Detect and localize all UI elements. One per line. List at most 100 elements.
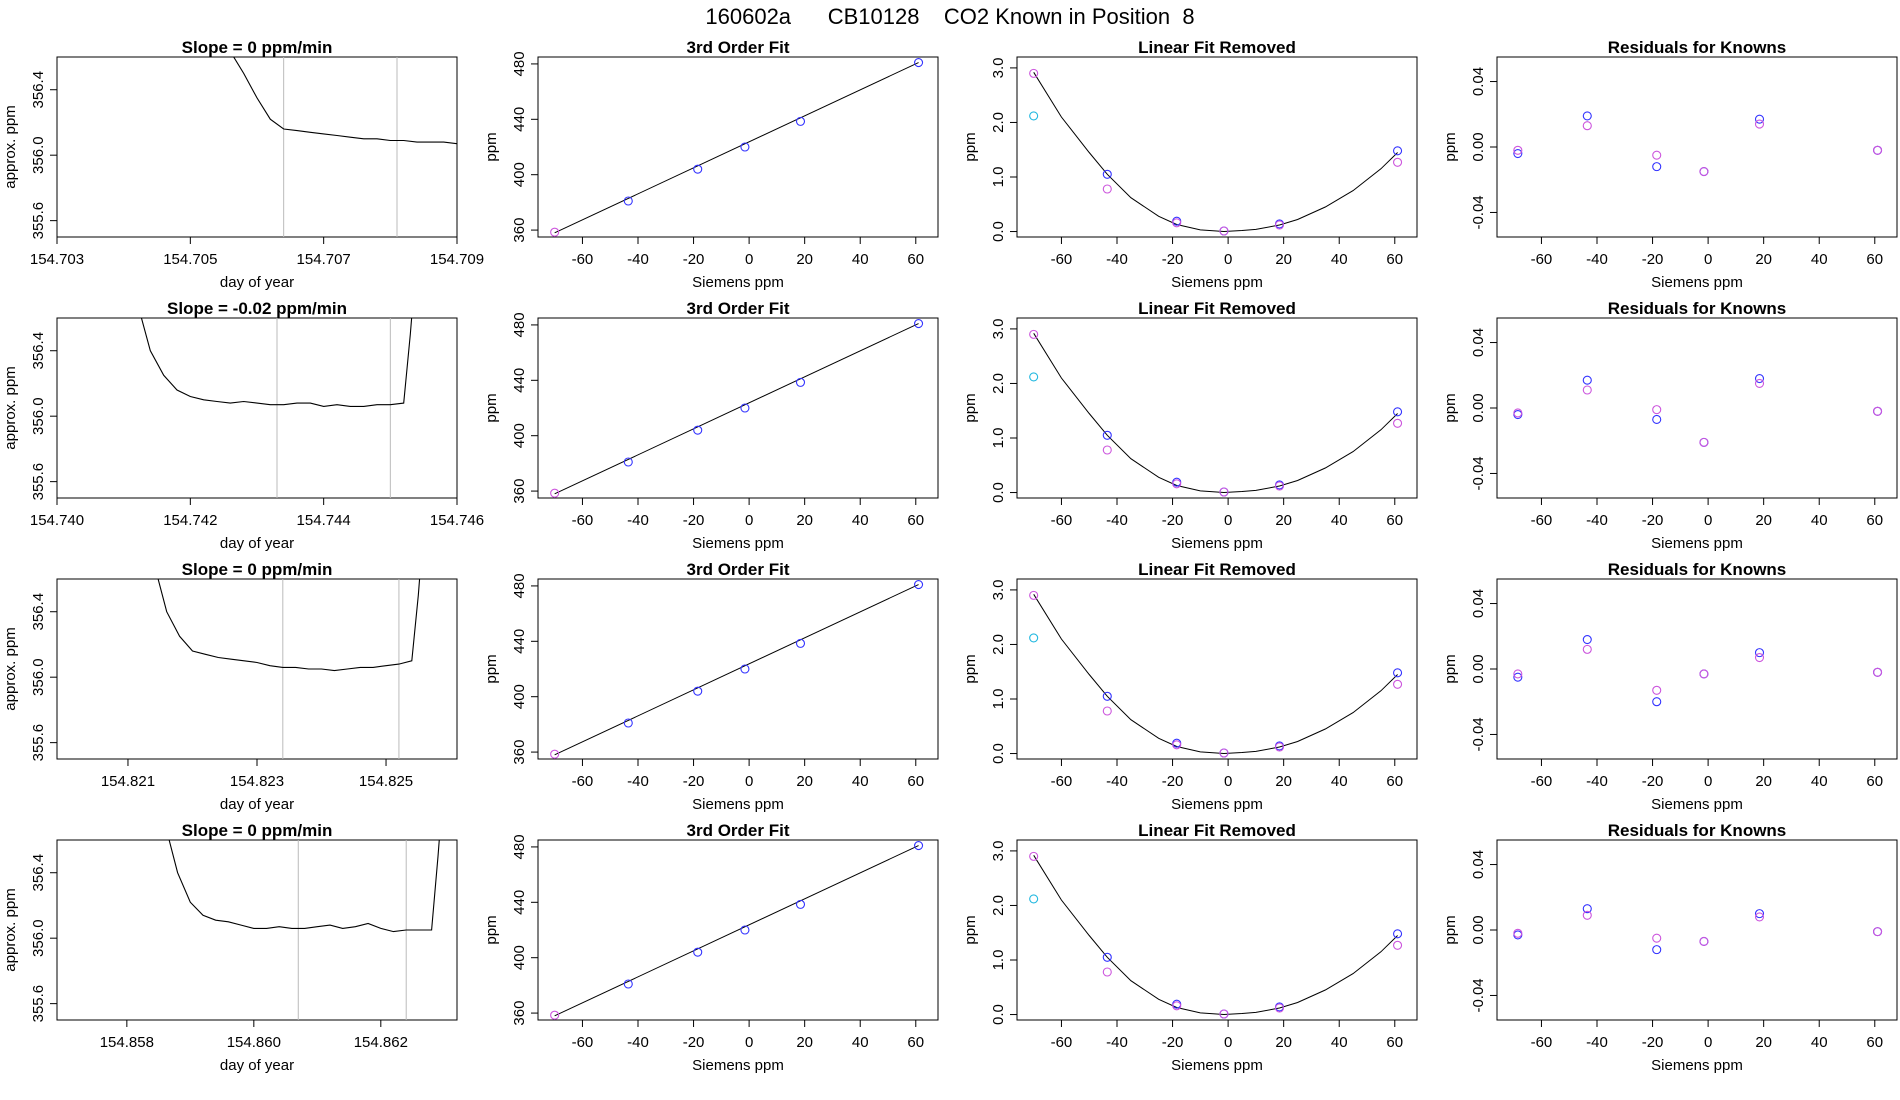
data-point bbox=[550, 749, 560, 759]
x-tick-label: 40 bbox=[852, 773, 869, 790]
x-tick-label: 154.744 bbox=[297, 512, 351, 529]
x-axis-label: Siemens ppm bbox=[1651, 1057, 1743, 1074]
plot-frame bbox=[1496, 56, 1898, 238]
data-point bbox=[623, 718, 633, 728]
y-tick-label: 0.0 bbox=[990, 221, 1007, 242]
x-tick-label: -20 bbox=[1162, 512, 1184, 529]
data-point bbox=[1513, 145, 1523, 155]
data-point bbox=[1219, 748, 1229, 758]
time-series-line bbox=[168, 840, 440, 933]
data-point bbox=[1582, 904, 1592, 914]
x-tick-label: 40 bbox=[1811, 512, 1828, 529]
x-tick-label: -60 bbox=[1531, 773, 1553, 790]
y-tick-label: 0.00 bbox=[1470, 654, 1487, 683]
x-tick-label: -20 bbox=[1162, 773, 1184, 790]
data-point bbox=[1754, 373, 1765, 384]
data-point bbox=[1102, 706, 1112, 716]
data-point bbox=[740, 142, 750, 152]
x-tick-label: 154.746 bbox=[430, 512, 484, 529]
x-tick-label: 154.821 bbox=[101, 773, 155, 790]
plot-frame bbox=[1496, 578, 1898, 760]
x-axis-label: day of year bbox=[220, 535, 294, 552]
y-tick-label: 0.00 bbox=[1470, 915, 1487, 944]
x-tick-label: -40 bbox=[627, 773, 649, 790]
x-tick-label: -40 bbox=[1586, 251, 1608, 268]
x-tick-label: 40 bbox=[1811, 1034, 1828, 1051]
x-axis-label: Siemens ppm bbox=[1171, 535, 1263, 552]
x-tick-label: 20 bbox=[796, 512, 813, 529]
x-tick-label: 20 bbox=[1275, 512, 1292, 529]
data-point bbox=[740, 925, 750, 935]
y-tick-label: 356.4 bbox=[30, 854, 47, 892]
data-point bbox=[795, 377, 806, 387]
fit-line bbox=[554, 323, 919, 495]
x-axis-label: Siemens ppm bbox=[692, 796, 784, 813]
x-tick-label: -40 bbox=[627, 512, 649, 529]
y-tick-label: 400 bbox=[511, 684, 528, 709]
plot-title: 3rd Order Fit bbox=[687, 299, 790, 318]
x-tick-label: -20 bbox=[1642, 773, 1664, 790]
plot-frame bbox=[1016, 578, 1418, 760]
plot-panel: Linear Fit Removed Siemens ppm ppm -60 -40 -2… bbox=[962, 38, 1418, 291]
data-point bbox=[914, 318, 924, 329]
data-point bbox=[1873, 406, 1883, 416]
x-tick-label: 154.858 bbox=[100, 1034, 154, 1051]
x-axis-label: day of year bbox=[220, 274, 294, 291]
plot-area bbox=[1513, 373, 1883, 447]
y-axis-label: ppm bbox=[483, 393, 500, 422]
y-tick-label: 356.0 bbox=[30, 397, 47, 435]
x-tick-label: 60 bbox=[1866, 1034, 1883, 1051]
data-point bbox=[740, 403, 750, 413]
data-point bbox=[1582, 121, 1592, 131]
plot-title: 3rd Order Fit bbox=[687, 38, 790, 57]
x-tick-label: 154.860 bbox=[227, 1034, 281, 1051]
plot-frame bbox=[1496, 839, 1898, 1021]
x-tick-label: -20 bbox=[1162, 1034, 1184, 1051]
plot-panel: Residuals for Knowns Siemens ppm ppm -60 -40… bbox=[1442, 299, 1898, 552]
data-point bbox=[1029, 329, 1039, 339]
x-tick-label: 20 bbox=[796, 251, 813, 268]
y-tick-label: 360 bbox=[511, 218, 528, 243]
data-point bbox=[1393, 407, 1403, 417]
plot-title: Residuals for Knowns bbox=[1608, 299, 1787, 318]
data-point bbox=[1699, 936, 1709, 947]
x-tick-label: -60 bbox=[1051, 773, 1073, 790]
x-tick-label: 40 bbox=[1331, 773, 1348, 790]
x-tick-label: 0 bbox=[745, 512, 753, 529]
y-tick-label: 440 bbox=[511, 629, 528, 654]
x-tick-label: 60 bbox=[1866, 512, 1883, 529]
y-tick-label: 0.04 bbox=[1470, 67, 1487, 96]
y-tick-label: -0.04 bbox=[1470, 456, 1487, 490]
plot-panel: 3rd Order Fit Siemens ppm ppm -60 -40 -20 0 20 4… bbox=[483, 38, 939, 291]
x-tick-label: 60 bbox=[1386, 1034, 1403, 1051]
x-tick-label: -60 bbox=[1531, 512, 1553, 529]
x-tick-label: -20 bbox=[683, 1034, 705, 1051]
data-point bbox=[1582, 375, 1592, 385]
y-tick-label: 360 bbox=[511, 740, 528, 765]
data-point bbox=[1172, 479, 1182, 489]
y-tick-label: 3.0 bbox=[990, 840, 1007, 861]
x-axis-label: Siemens ppm bbox=[692, 1057, 784, 1074]
data-point bbox=[1582, 385, 1592, 395]
plot-title: Slope = -0.02 ppm/min bbox=[167, 299, 347, 318]
y-tick-label: 2.0 bbox=[990, 895, 1007, 916]
time-series-line bbox=[157, 579, 421, 672]
data-point bbox=[1652, 945, 1662, 955]
plot-frame bbox=[537, 317, 939, 499]
data-point bbox=[1393, 668, 1403, 678]
y-axis-label: ppm bbox=[483, 915, 500, 944]
plot-panel: Residuals for Knowns Siemens ppm ppm -60 -40… bbox=[1442, 560, 1898, 813]
x-tick-label: -60 bbox=[572, 251, 594, 268]
data-point bbox=[1582, 634, 1592, 645]
plot-area bbox=[1029, 329, 1403, 497]
data-point bbox=[1754, 119, 1765, 129]
plot-title: Slope = 0 ppm/min bbox=[182, 821, 333, 840]
data-point bbox=[693, 164, 703, 174]
data-point bbox=[740, 664, 750, 674]
data-point bbox=[1652, 405, 1662, 415]
data-point bbox=[1172, 218, 1182, 228]
y-tick-label: 1.0 bbox=[990, 950, 1007, 971]
data-point bbox=[1652, 150, 1662, 160]
y-tick-label: 355.6 bbox=[30, 724, 47, 762]
